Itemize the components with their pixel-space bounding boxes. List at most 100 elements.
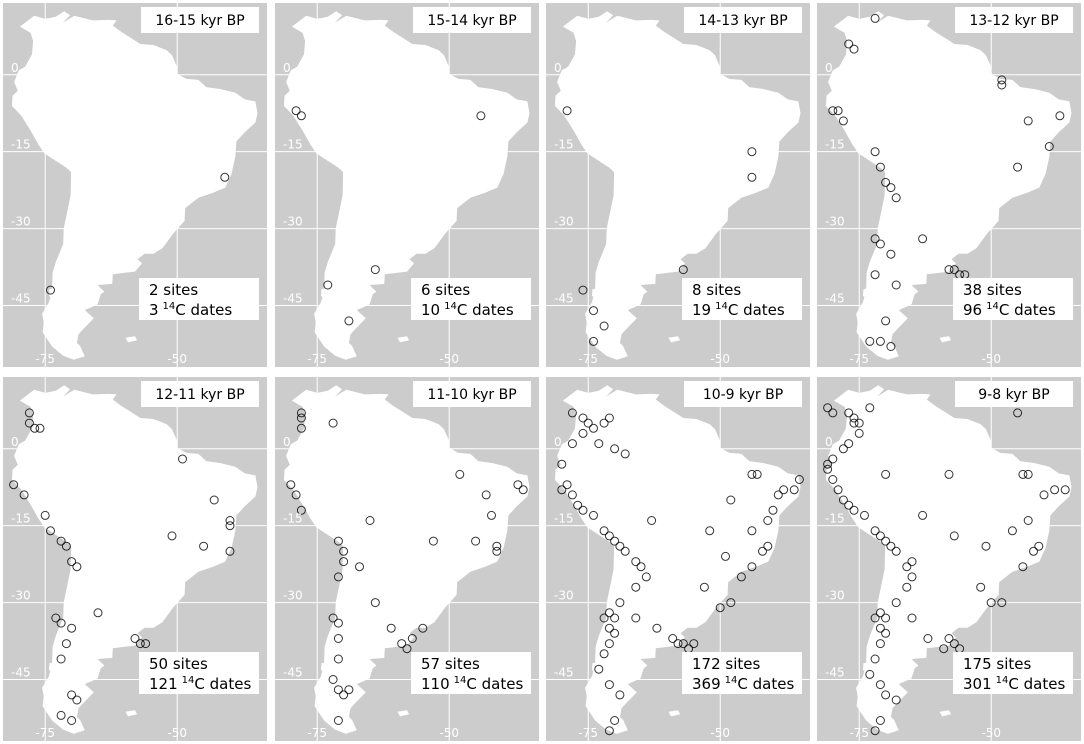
island-landmass	[397, 710, 410, 717]
lat-tick-label: -45	[825, 665, 845, 679]
date-count-label: C dates	[194, 675, 251, 693]
site-count: 50 sites	[149, 655, 208, 673]
site-marker	[891, 280, 901, 290]
island-landmass	[125, 336, 138, 343]
site-marker	[870, 613, 880, 623]
site-marker	[471, 536, 481, 546]
site-marker	[891, 193, 901, 203]
carbon-14-superscript: 14	[725, 675, 738, 686]
site-marker	[1013, 162, 1023, 172]
south-america-landmass	[555, 385, 801, 734]
lat-tick-label: -30	[11, 215, 31, 229]
site-marker	[1007, 526, 1017, 536]
site-marker	[61, 639, 71, 649]
site-marker	[397, 639, 407, 649]
lon-tick-label: -50	[167, 352, 187, 366]
island-landmass	[939, 336, 952, 343]
site-marker	[779, 485, 789, 495]
site-marker	[881, 628, 891, 638]
site-marker	[72, 695, 82, 705]
site-marker	[333, 618, 343, 628]
site-marker	[726, 598, 736, 608]
site-marker	[726, 495, 736, 505]
lat-tick-label: 0	[554, 435, 562, 449]
site-marker	[918, 510, 928, 520]
site-marker	[370, 265, 380, 275]
site-marker	[828, 475, 838, 484]
lon-tick-label: -75	[849, 352, 869, 366]
site-marker	[833, 485, 843, 495]
site-marker	[567, 490, 577, 500]
date-count-value: 110	[421, 675, 450, 693]
site-marker	[870, 726, 880, 736]
site-marker	[583, 418, 593, 428]
site-marker	[939, 644, 949, 654]
lon-tick-label: -50	[439, 726, 459, 740]
site-marker	[296, 408, 306, 418]
site-marker	[578, 285, 588, 295]
site-marker	[881, 690, 891, 700]
site-marker	[849, 505, 859, 515]
lon-tick-label: -75	[578, 352, 598, 366]
carbon-14-superscript: 14	[444, 301, 457, 312]
site-marker	[333, 716, 343, 725]
site-marker	[610, 536, 620, 546]
south-america-landmass	[284, 11, 530, 360]
site-marker	[923, 634, 933, 643]
carbon-14-superscript: 14	[715, 301, 728, 312]
lon-tick-label: -50	[167, 726, 187, 740]
site-marker	[870, 526, 880, 536]
site-marker	[1029, 546, 1038, 556]
site-marker	[589, 306, 598, 316]
lat-tick-label: 0	[11, 435, 19, 449]
island-landmass	[48, 288, 54, 297]
site-marker	[763, 541, 773, 551]
site-marker	[678, 639, 688, 649]
date-count-label: C dates	[175, 301, 232, 319]
site-marker	[870, 270, 880, 280]
stats-box	[411, 652, 531, 694]
site-count: 172 sites	[692, 655, 760, 673]
south-america-landmass	[555, 11, 801, 360]
site-marker	[875, 639, 885, 649]
carbon-14-superscript: 14	[454, 675, 467, 686]
site-marker	[823, 459, 833, 469]
site-marker	[620, 449, 630, 459]
site-marker	[610, 628, 620, 638]
site-marker	[976, 582, 986, 592]
site-marker	[1018, 562, 1028, 572]
lat-tick-label: -15	[825, 512, 845, 526]
carbon-14-superscript: 14	[163, 301, 176, 312]
site-marker	[344, 316, 354, 326]
site-marker	[141, 639, 151, 649]
lat-tick-label: -30	[825, 589, 845, 603]
date-count-label: C dates	[466, 675, 523, 693]
site-marker	[615, 690, 625, 700]
stats-box	[682, 278, 802, 320]
island-landmass	[939, 710, 952, 717]
site-marker	[875, 162, 885, 172]
lat-tick-label: 0	[11, 61, 19, 75]
panel-title: 11-10 kyr BP	[427, 387, 516, 403]
site-marker	[573, 500, 583, 510]
site-marker	[67, 623, 77, 633]
site-marker	[1023, 469, 1033, 479]
site-marker	[875, 716, 885, 725]
site-marker	[1044, 142, 1054, 151]
site-marker	[758, 546, 767, 556]
site-marker	[19, 490, 29, 500]
site-marker	[333, 634, 343, 643]
title-box	[413, 7, 531, 33]
lat-tick-label: -45	[554, 665, 574, 679]
panel-map-area	[817, 377, 1081, 741]
south-america-landmass	[12, 385, 258, 734]
site-marker	[652, 623, 662, 633]
site-marker	[647, 516, 657, 525]
site-marker	[567, 408, 577, 418]
site-marker	[1039, 490, 1049, 500]
site-marker	[752, 469, 762, 479]
title-box	[413, 381, 531, 407]
site-marker	[891, 546, 901, 556]
site-marker	[225, 516, 235, 525]
lon-tick-label: -75	[578, 726, 598, 740]
